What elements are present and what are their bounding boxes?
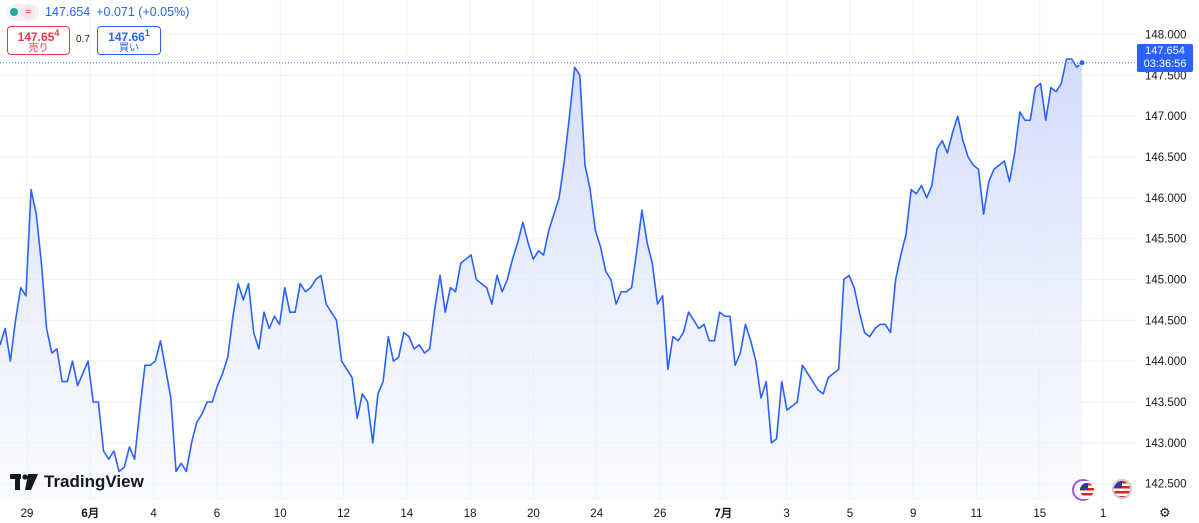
x-tick-label: 7月 xyxy=(714,507,732,520)
settings-gear-icon[interactable]: ⚙ xyxy=(1159,505,1171,520)
x-tick-label: 10 xyxy=(274,508,287,520)
spread-value: 0.7 xyxy=(76,34,90,45)
buy-price-pip: 1 xyxy=(144,27,150,38)
time-axis[interactable]: 29 6月 4 6 10 12 14 18 20 24 26 7月 3 5 9 11 15 1 xyxy=(21,507,1107,520)
x-tick-label: 15 xyxy=(1033,508,1046,520)
x-tick-label: 4 xyxy=(150,508,157,520)
x-tick-label: 3 xyxy=(783,508,789,520)
x-tick-label: 6月 xyxy=(81,507,99,520)
y-tick-label: 147.000 xyxy=(1145,111,1187,123)
us-flag-icon xyxy=(1078,481,1096,499)
last-price-dot xyxy=(1078,59,1086,67)
x-tick-label: 29 xyxy=(21,508,34,520)
buy-label: 買い xyxy=(119,42,139,54)
x-tick-label: 24 xyxy=(590,508,603,520)
event-marker-us[interactable] xyxy=(1112,479,1134,501)
x-tick-label: 14 xyxy=(400,508,413,520)
y-tick-label: 144.500 xyxy=(1145,315,1187,327)
y-tick-label: 146.000 xyxy=(1145,193,1187,205)
event-marker-pair[interactable] xyxy=(1072,479,1096,501)
y-tick-label: 145.000 xyxy=(1145,275,1187,287)
last-price-label: 147.654 03:36:56 xyxy=(1137,44,1193,72)
price-line xyxy=(0,58,1083,473)
x-tick-label: 18 xyxy=(464,508,477,520)
sell-button[interactable]: 147.654 売り xyxy=(7,26,70,55)
last-price-label-value: 147.654 xyxy=(1145,45,1185,57)
price-axis[interactable]: 142.500 143.000 143.500 144.000 144.500 145.0… xyxy=(1145,30,1187,491)
buy-price: 147.66 xyxy=(108,29,145,44)
sell-price-pip: 4 xyxy=(54,27,60,38)
sell-label: 売り xyxy=(28,42,49,54)
market-status-pill[interactable]: ≈ xyxy=(6,3,40,21)
y-tick-label: 146.500 xyxy=(1145,152,1187,164)
x-tick-label: 11 xyxy=(971,508,983,520)
buy-button[interactable]: 147.661 買い xyxy=(97,26,161,55)
tradingview-brand-name: TradingView xyxy=(44,472,144,491)
tradingview-logo[interactable]: TradingView xyxy=(10,472,144,492)
y-tick-label: 144.000 xyxy=(1145,356,1187,368)
x-tick-label: 12 xyxy=(337,508,350,520)
x-tick-label: 20 xyxy=(527,508,540,520)
y-tick-label: 148.000 xyxy=(1145,30,1187,42)
x-tick-label: 26 xyxy=(654,508,667,520)
sell-price: 147.65 xyxy=(17,29,55,44)
price-area-fill xyxy=(0,59,1082,500)
x-tick-label: 1 xyxy=(1100,508,1106,520)
y-tick-label: 147.500 xyxy=(1145,70,1187,82)
wave-icon: ≈ xyxy=(21,5,36,19)
header-last-price: 147.654 xyxy=(45,5,91,19)
y-tick-label: 142.500 xyxy=(1145,479,1187,491)
us-flag-icon xyxy=(1112,479,1132,499)
market-open-dot-icon xyxy=(10,8,18,16)
bar-countdown: 03:36:56 xyxy=(1143,58,1187,70)
tradingview-logo-icon xyxy=(10,474,38,490)
x-tick-label: 6 xyxy=(214,508,220,520)
x-tick-label: 5 xyxy=(847,508,853,520)
symbol-header: ≈ 147.654 +0.071 (+0.05%) xyxy=(6,2,189,22)
x-tick-label: 9 xyxy=(910,508,916,520)
y-tick-label: 143.500 xyxy=(1145,397,1187,409)
y-tick-label: 145.500 xyxy=(1145,234,1187,246)
header-price-change: +0.071 (+0.05%) xyxy=(96,5,190,19)
y-tick-label: 143.000 xyxy=(1145,438,1187,450)
